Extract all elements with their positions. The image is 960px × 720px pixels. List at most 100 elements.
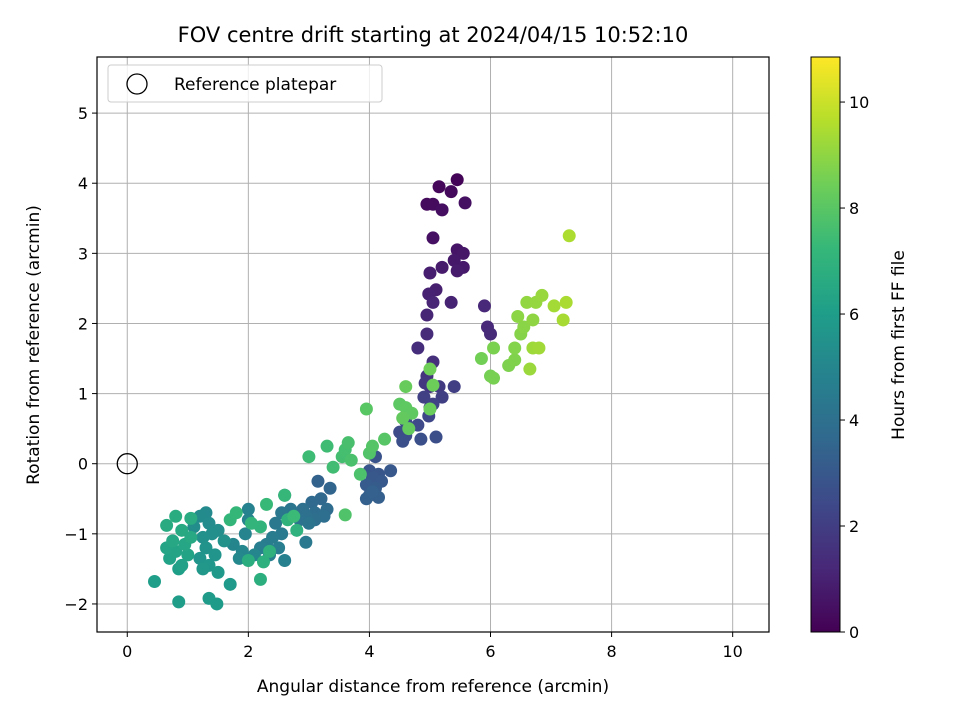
data-point bbox=[562, 229, 576, 243]
data-point bbox=[341, 436, 355, 450]
colorbar: 0 2 4 6 8 10 Hours from first FF file bbox=[810, 56, 909, 642]
data-point bbox=[175, 523, 189, 537]
y-tick-label: 0 bbox=[78, 455, 88, 474]
data-point bbox=[399, 380, 413, 394]
data-point bbox=[511, 309, 525, 323]
data-point bbox=[172, 595, 186, 609]
data-point bbox=[290, 523, 304, 537]
data-point bbox=[426, 295, 440, 309]
data-point bbox=[423, 362, 437, 376]
y-tick-label: −1 bbox=[64, 525, 88, 544]
y-tick-label: 5 bbox=[78, 104, 88, 123]
data-point bbox=[532, 341, 546, 355]
data-point bbox=[487, 371, 501, 385]
data-point bbox=[517, 320, 531, 334]
data-point bbox=[429, 430, 443, 444]
data-point bbox=[175, 558, 189, 572]
data-point bbox=[450, 264, 464, 278]
data-point bbox=[559, 295, 573, 309]
data-point bbox=[535, 288, 549, 302]
x-tick-label: 6 bbox=[485, 642, 495, 661]
colorbar-tick-label: 0 bbox=[849, 623, 859, 642]
data-point bbox=[323, 481, 337, 495]
y-axis-ticks: −2 −1 0 1 2 3 4 5 bbox=[64, 104, 97, 614]
data-point bbox=[305, 495, 319, 509]
data-point bbox=[508, 341, 522, 355]
y-axis-label: Rotation from reference (arcmin) bbox=[24, 205, 44, 485]
data-point bbox=[278, 488, 292, 502]
data-point bbox=[244, 516, 258, 530]
data-point bbox=[241, 502, 255, 516]
data-point bbox=[238, 527, 252, 541]
data-point bbox=[338, 508, 352, 522]
data-point bbox=[184, 530, 198, 544]
colorbar-ticks: 0 2 4 6 8 10 bbox=[840, 93, 869, 642]
data-point bbox=[435, 390, 449, 404]
data-point bbox=[302, 450, 316, 464]
data-point bbox=[450, 173, 464, 187]
data-point bbox=[160, 518, 174, 532]
data-point bbox=[396, 434, 410, 448]
data-point bbox=[193, 551, 207, 565]
data-point bbox=[420, 308, 434, 322]
data-point bbox=[435, 203, 449, 217]
colorbar-tick-label: 8 bbox=[849, 199, 859, 218]
data-point bbox=[447, 380, 461, 394]
data-point bbox=[435, 260, 449, 274]
data-point bbox=[547, 299, 561, 313]
plot-frame bbox=[96, 56, 770, 633]
data-point bbox=[299, 535, 313, 549]
data-point bbox=[520, 295, 534, 309]
y-tick-label: 1 bbox=[78, 385, 88, 404]
x-tick-label: 4 bbox=[364, 642, 374, 661]
data-point bbox=[365, 485, 379, 499]
data-point bbox=[311, 474, 325, 488]
x-tick-label: 8 bbox=[607, 642, 617, 661]
legend-box bbox=[107, 64, 383, 103]
data-points bbox=[116, 173, 576, 611]
data-point bbox=[210, 597, 224, 611]
data-point bbox=[426, 378, 440, 392]
data-point bbox=[263, 544, 277, 558]
data-point bbox=[474, 352, 488, 366]
data-point bbox=[217, 534, 231, 548]
data-point bbox=[477, 299, 491, 313]
y-tick-label: 2 bbox=[78, 314, 88, 333]
y-tick-label: −2 bbox=[64, 595, 88, 614]
data-point bbox=[484, 327, 498, 341]
data-point bbox=[199, 541, 213, 555]
data-point bbox=[458, 196, 472, 210]
data-point bbox=[359, 402, 373, 416]
data-point bbox=[426, 231, 440, 245]
chart-title: FOV centre drift starting at 2024/04/15 … bbox=[178, 23, 689, 47]
y-tick-label: 3 bbox=[78, 244, 88, 263]
data-point bbox=[353, 467, 367, 481]
plot-background bbox=[97, 57, 769, 632]
colorbar-gradient bbox=[810, 56, 841, 633]
data-point bbox=[269, 516, 283, 530]
colorbar-tick-label: 10 bbox=[849, 93, 869, 112]
reference-platepar-marker bbox=[116, 453, 138, 475]
legend-marker-open-circle bbox=[126, 73, 148, 95]
data-point bbox=[378, 432, 392, 446]
x-axis-label: Angular distance from reference (arcmin) bbox=[257, 677, 609, 697]
data-point bbox=[447, 253, 461, 267]
data-point bbox=[420, 327, 434, 341]
data-point bbox=[202, 516, 216, 530]
data-point bbox=[402, 422, 416, 436]
colorbar-tick-label: 4 bbox=[849, 411, 859, 430]
data-point bbox=[423, 266, 437, 280]
data-point bbox=[423, 402, 437, 416]
data-point bbox=[166, 534, 180, 548]
data-point bbox=[526, 313, 540, 327]
data-point bbox=[208, 548, 222, 562]
colorbar-label: Hours from first FF file bbox=[889, 250, 909, 440]
legend: Reference platepar bbox=[107, 64, 383, 103]
data-point bbox=[256, 555, 270, 569]
data-point bbox=[211, 565, 225, 579]
x-tick-label: 0 bbox=[122, 642, 132, 661]
x-tick-label: 10 bbox=[722, 642, 742, 661]
x-tick-label: 2 bbox=[243, 642, 253, 661]
data-point bbox=[302, 516, 316, 530]
data-point bbox=[241, 553, 255, 567]
